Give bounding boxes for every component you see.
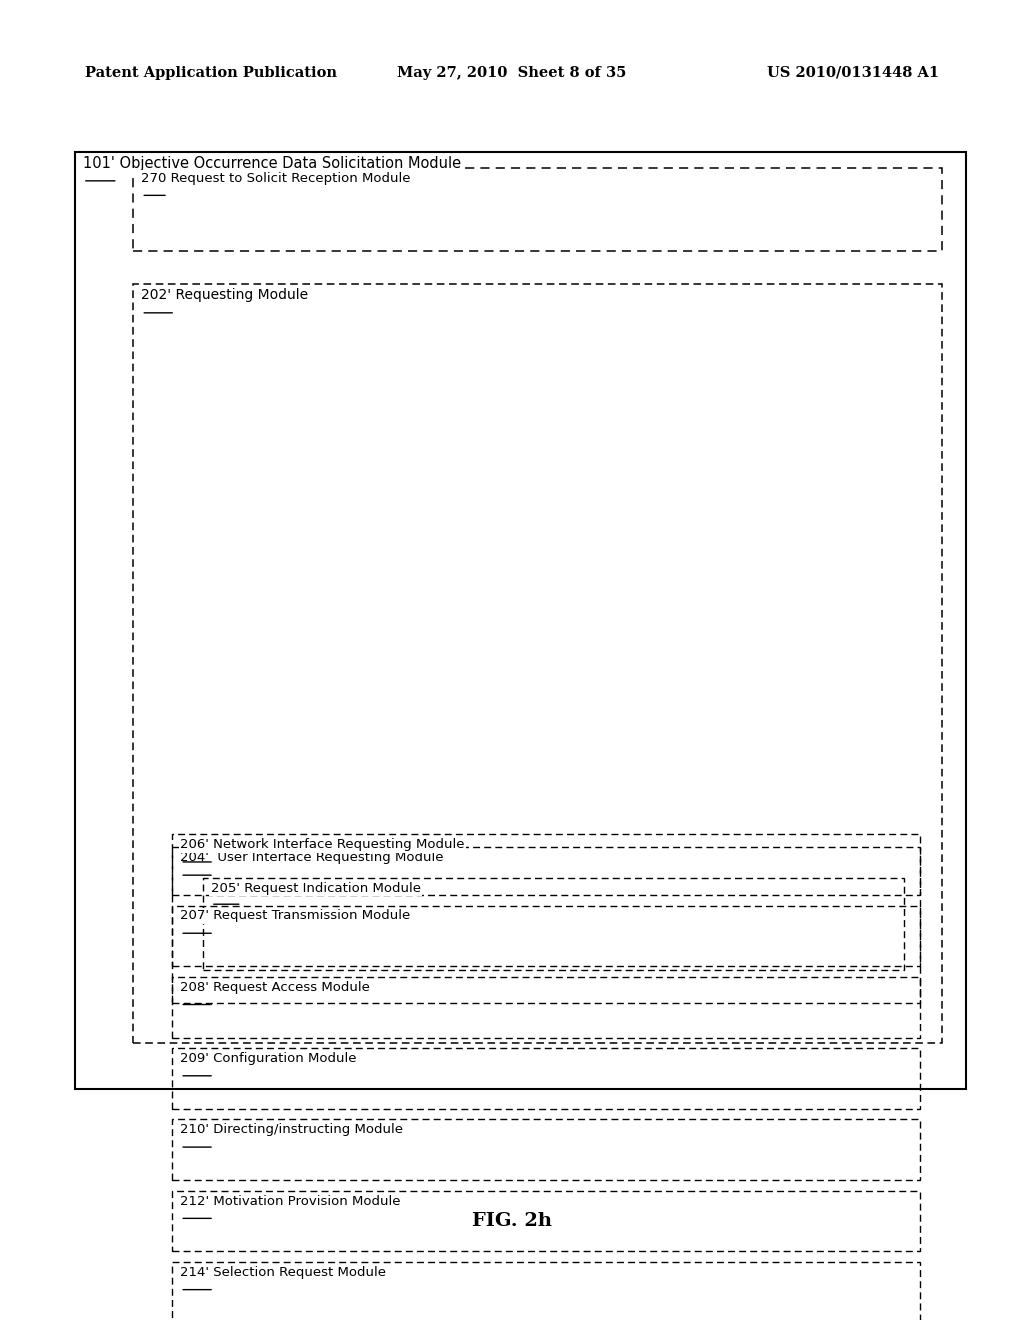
Bar <box>75 152 966 1089</box>
Bar <box>133 168 942 251</box>
Text: 206' Network Interface Requesting Module: 206' Network Interface Requesting Module <box>180 838 465 851</box>
Text: 202' Requesting Module: 202' Requesting Module <box>141 288 308 302</box>
Text: 210' Directing/instructing Module: 210' Directing/instructing Module <box>180 1123 403 1137</box>
Text: 207' Request Transmission Module: 207' Request Transmission Module <box>180 909 411 923</box>
Text: May 27, 2010  Sheet 8 of 35: May 27, 2010 Sheet 8 of 35 <box>397 66 627 81</box>
Bar <box>172 847 920 1003</box>
Text: 205' Request Indication Module: 205' Request Indication Module <box>211 882 421 895</box>
Text: FIG. 2h: FIG. 2h <box>472 1212 552 1230</box>
Text: 214' Selection Request Module: 214' Selection Request Module <box>180 1266 386 1279</box>
Text: 270 Request to Solicit Reception Module: 270 Request to Solicit Reception Module <box>141 172 411 185</box>
Text: 209' Configuration Module: 209' Configuration Module <box>180 1052 356 1065</box>
Bar <box>172 1262 920 1320</box>
Bar <box>172 834 920 895</box>
Text: 208' Request Access Module: 208' Request Access Module <box>180 981 370 994</box>
Bar <box>172 906 920 966</box>
Bar <box>172 977 920 1038</box>
Text: US 2010/0131448 A1: US 2010/0131448 A1 <box>767 66 939 81</box>
Text: 212' Motivation Provision Module: 212' Motivation Provision Module <box>180 1195 400 1208</box>
Text: Patent Application Publication: Patent Application Publication <box>85 66 337 81</box>
Bar <box>172 1119 920 1180</box>
Bar <box>172 1191 920 1251</box>
Bar <box>203 878 904 970</box>
Bar <box>172 1048 920 1109</box>
Text: 101' Objective Occurrence Data Solicitation Module: 101' Objective Occurrence Data Solicitat… <box>83 156 461 170</box>
Bar <box>133 284 942 1043</box>
Text: 204'  User Interface Requesting Module: 204' User Interface Requesting Module <box>180 851 443 865</box>
